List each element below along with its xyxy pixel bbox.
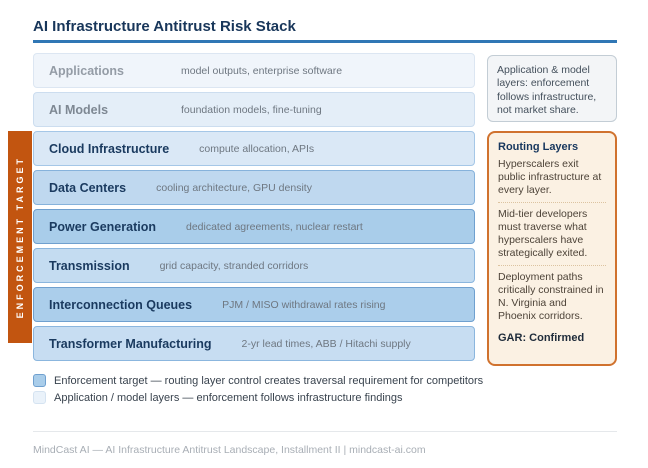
layer-detail: compute allocation, APIs	[199, 142, 315, 155]
page-title: AI Infrastructure Antitrust Risk Stack	[33, 18, 296, 35]
title-underline	[33, 40, 617, 43]
layer-name: Interconnection Queues	[49, 297, 193, 312]
layer-name: Cloud Infrastructure	[49, 141, 170, 156]
legend-label: Enforcement target — routing layer contr…	[54, 374, 484, 387]
layer-name: Transformer Manufacturing	[49, 336, 212, 351]
layer-detail: dedicated agreements, nuclear restart	[185, 220, 363, 233]
layer-name: Applications	[49, 63, 125, 78]
routing-layers-callout: Routing Layers Hyperscalers exit public …	[487, 131, 617, 366]
routing-point: Mid-tier developers must traverse what h…	[498, 207, 588, 259]
layer-detail: cooling architecture, GPU density	[156, 181, 312, 194]
application-note-text: Application & model layers: enforcement …	[497, 64, 597, 117]
footer-divider	[33, 431, 617, 432]
enforcement-swatch-icon	[33, 374, 46, 387]
stack-layer-applications: Applications model outputs, enterprise s…	[33, 53, 475, 88]
application-layers-note: Application & model layers: enforcement …	[487, 55, 617, 122]
stack-layer-power-generation: Power Generation dedicated agreements, n…	[33, 209, 475, 244]
routing-callout-title: Routing Layers	[498, 141, 579, 153]
layer-name: Power Generation	[49, 219, 156, 234]
dotted-divider	[498, 264, 606, 266]
stack-layer-interconnection-queues: Interconnection Queues PJM / MISO withdr…	[33, 287, 475, 322]
dotted-divider	[498, 201, 606, 203]
layer-name: Data Centers	[49, 180, 127, 195]
stack-layer-data-centers: Data Centers cooling architecture, GPU d…	[33, 170, 475, 205]
layer-detail: 2-yr lead times, ABB / Hitachi supply	[241, 337, 411, 350]
layer-name: Transmission	[49, 258, 130, 273]
layer-name: AI Models	[49, 102, 109, 117]
stack-layer-ai-models: AI Models foundation models, fine-tuning	[33, 92, 475, 127]
enforcement-target-band: ENFORCEMENT TARGET	[8, 131, 32, 343]
layer-detail: grid capacity, stranded corridors	[159, 259, 309, 272]
routing-point: Deployment paths critically constrained …	[498, 270, 604, 322]
legend-item-enforcement: Enforcement target — routing layer contr…	[33, 374, 483, 387]
legend-item-application: Application / model layers — enforcement…	[33, 391, 403, 404]
layer-detail: model outputs, enterprise software	[181, 64, 343, 77]
stack-layer-cloud-infrastructure: Cloud Infrastructure compute allocation,…	[33, 131, 475, 166]
legend-label: Application / model layers — enforcement…	[54, 391, 403, 404]
stack-layer-transmission: Transmission grid capacity, stranded cor…	[33, 248, 475, 283]
routing-point: Hyperscalers exit public infrastructure …	[498, 157, 602, 196]
enforcement-target-label: ENFORCEMENT TARGET	[15, 155, 25, 319]
layer-detail: PJM / MISO withdrawal rates rising	[222, 298, 386, 311]
footer-attribution: MindCast AI — AI Infrastructure Antitrus…	[33, 444, 426, 456]
gar-status: GAR: Confirmed	[498, 331, 585, 344]
layer-detail: foundation models, fine-tuning	[181, 103, 322, 116]
application-swatch-icon	[33, 391, 46, 404]
stack-layer-transformer-manufacturing: Transformer Manufacturing 2-yr lead time…	[33, 326, 475, 361]
